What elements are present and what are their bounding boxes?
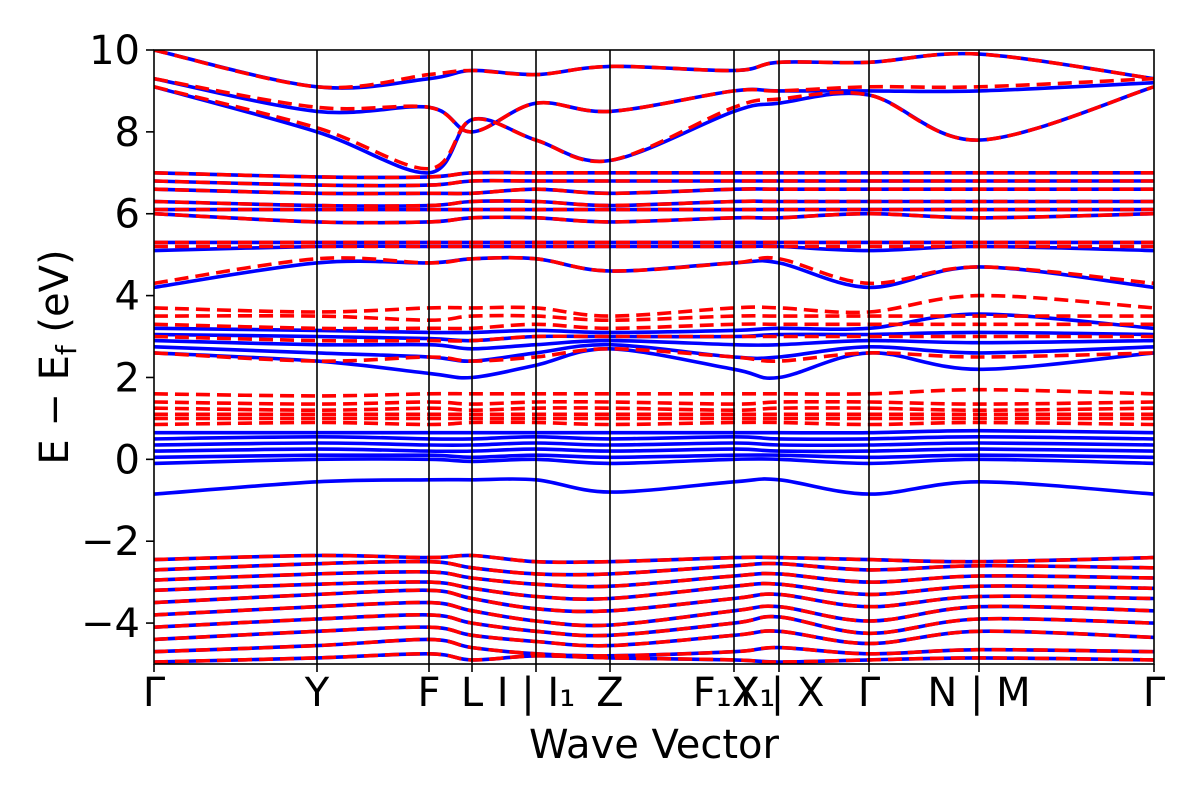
dashed-band-line (154, 85, 1154, 171)
dashed-band-line (154, 569, 1154, 589)
y-tick-label: −2 (81, 519, 140, 565)
dashed-band-line (154, 600, 1154, 628)
dashed-band-line (154, 347, 1154, 364)
dashed-band-line (154, 387, 1154, 398)
solid-band-line (154, 435, 1154, 441)
dashed-band-line (154, 625, 1154, 648)
x-tick-label: N | M (927, 670, 1030, 716)
x-tick-label: F₁X₁ (693, 670, 775, 716)
x-tick-label: Γ (858, 670, 881, 716)
y-axis-label-sub: f (50, 344, 83, 355)
x-tick-label: Z (596, 670, 623, 716)
dashed-band-line (154, 399, 1154, 406)
y-tick-label: 4 (115, 274, 140, 320)
dashed-band-line (154, 559, 1154, 577)
dashed-band-line (154, 50, 1154, 90)
dashed-band-line (154, 255, 1154, 286)
dashed-band-line (154, 322, 1154, 331)
dashed-band-line (154, 170, 1154, 180)
dashed-band-line (154, 178, 1154, 188)
x-tick-label: Y (304, 670, 330, 716)
dashed-band-line (154, 651, 1154, 664)
dashed-band-line (154, 293, 1154, 318)
y-tick-label: 10 (89, 28, 140, 74)
y-tick-label: 6 (115, 192, 140, 238)
dashed-band-line (154, 553, 1154, 565)
x-tick-label: Γ (143, 670, 166, 716)
kpoint-lines (316, 50, 980, 664)
dashed-band-line (154, 637, 1154, 658)
dashed-band-line (154, 187, 1154, 196)
plot-frame (153, 49, 1155, 665)
dashed-band-line (154, 420, 1154, 427)
y-axis-label-unit: (eV) (32, 249, 78, 345)
y-tick-label: −4 (81, 601, 140, 647)
dashed-band-line (154, 588, 1154, 614)
bands-layer (154, 50, 1154, 664)
dashed-bands (154, 50, 1154, 664)
x-tick-label: Γ (1143, 670, 1166, 716)
y-tick-label: 8 (115, 110, 140, 156)
x-axis-label: Wave Vector (529, 722, 780, 768)
dashed-band-line (154, 406, 1154, 412)
solid-band-line (154, 457, 1154, 466)
solid-band-line (154, 342, 1154, 363)
solid-band-line (154, 441, 1154, 448)
solid-band-line (154, 428, 1154, 435)
solid-band-line (154, 447, 1154, 454)
solid-band-line (154, 453, 1154, 460)
y-tick-label: 2 (115, 355, 140, 401)
solid-band-line (154, 477, 1154, 496)
solid-band-line (154, 338, 1154, 351)
dashed-band-line (154, 211, 1154, 225)
y-ticks: −4 −2 0 2 4 6 8 10 (81, 28, 154, 647)
y-axis-label: E − Ef (eV) (32, 249, 83, 464)
dashed-band-line (154, 199, 1154, 208)
x-tick-label: Y | X (733, 670, 825, 716)
x-tick-label: F (417, 670, 440, 716)
dashed-band-line (154, 76, 1154, 134)
x-tick-label: L (461, 670, 484, 716)
dashed-band-line (154, 580, 1154, 601)
y-tick-label: 0 (115, 437, 140, 483)
dashed-band-line (154, 612, 1154, 638)
dashed-band-line (154, 334, 1154, 343)
dashed-band-line (154, 313, 1154, 322)
x-tick-label: I | I₁ (497, 670, 576, 716)
y-axis-label-main: E − E (32, 355, 78, 465)
